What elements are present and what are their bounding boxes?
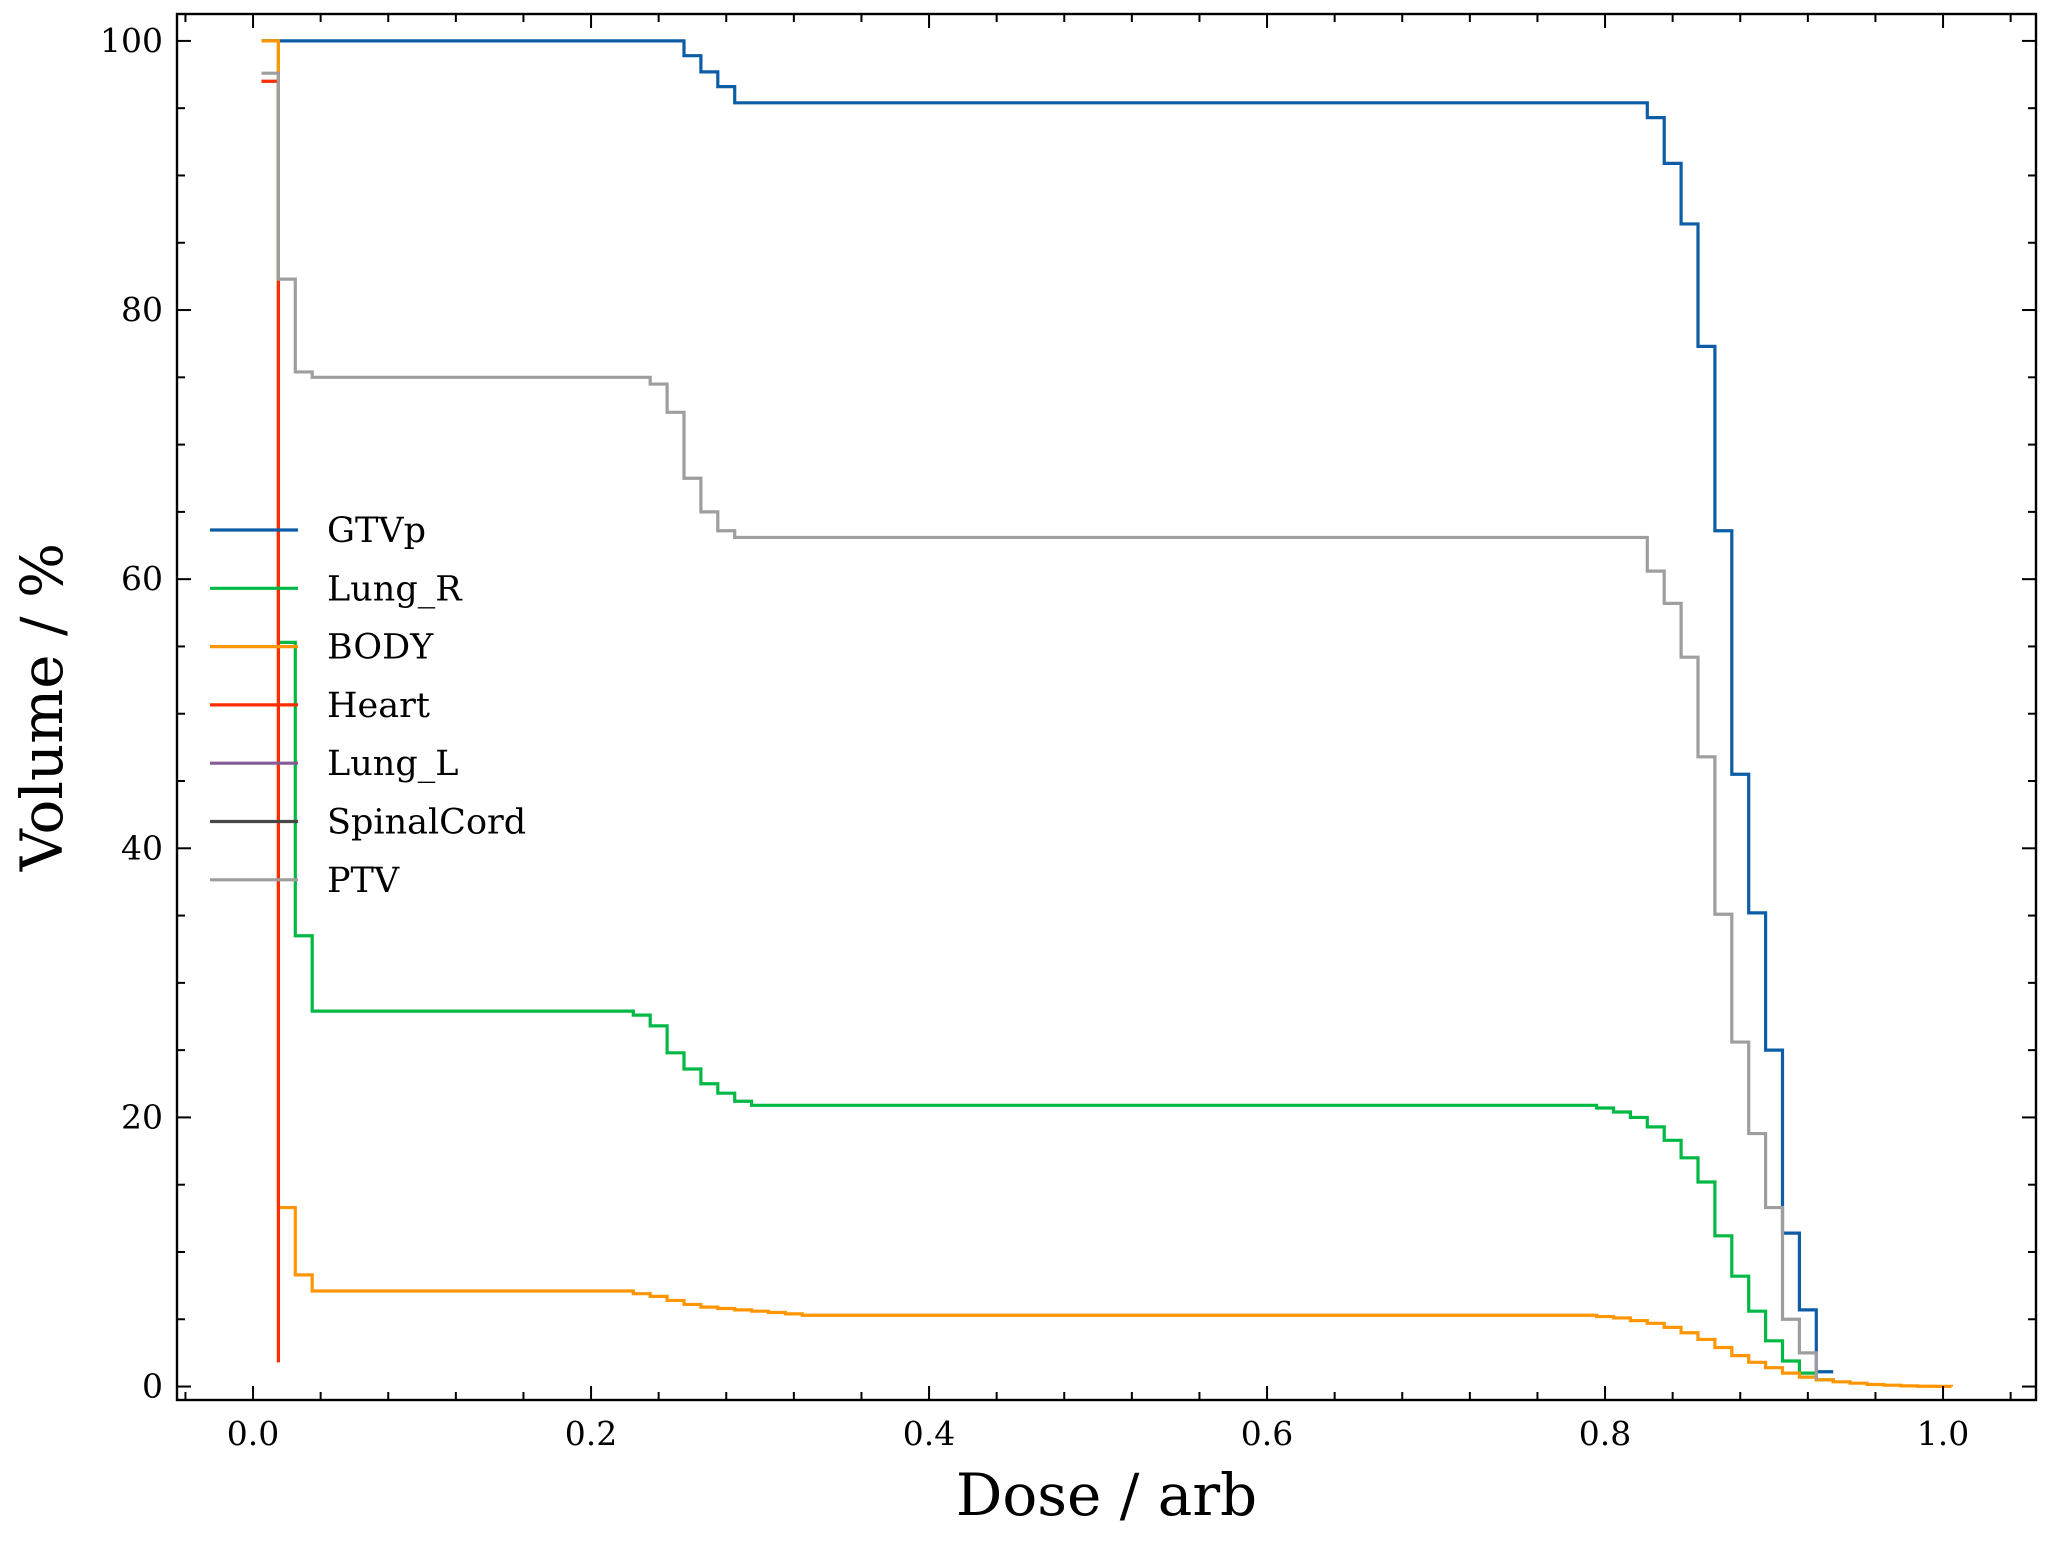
legend: GTVp Lung_R BODY Heart Lung_L SpinalCord PTV: [210, 511, 526, 901]
series-line-ptv: [261, 71, 1818, 1380]
y-tick-label: 100: [100, 21, 163, 60]
x-tick-label: 0.0: [227, 1414, 279, 1453]
y-tick-label: 80: [121, 290, 163, 329]
legend-label-gtvp: GTVp: [327, 511, 426, 551]
x-tick-label: 0.2: [565, 1414, 617, 1453]
x-tick-label: 0.8: [1579, 1414, 1631, 1453]
x-axis-label: Dose / arb: [956, 1461, 1257, 1529]
x-tick-label: 1.0: [1917, 1414, 1969, 1453]
series-line-lung-r: [261, 39, 1835, 1383]
legend-label-lung-l: Lung_L: [327, 744, 458, 784]
plot-series-group: [261, 39, 1954, 1389]
tick-labels-group: 0.0 0.2 0.4 0.6 0.8 1.0 0 20 40 60 80 100: [100, 21, 1969, 1453]
y-tick-label: 0: [142, 1367, 163, 1406]
legend-label-lung-r: Lung_R: [327, 569, 463, 609]
series-line-body: [261, 39, 1954, 1389]
axis-ticks-group: [177, 14, 2036, 1400]
x-tick-label: 0.6: [1241, 1414, 1293, 1453]
y-tick-label: 20: [121, 1097, 163, 1136]
legend-label-heart: Heart: [327, 686, 430, 726]
plot-frame: [175, 12, 2038, 1402]
legend-label-ptv: PTV: [327, 861, 400, 901]
x-tick-label: 0.4: [903, 1414, 955, 1453]
y-tick-label: 60: [121, 559, 163, 598]
legend-label-spinalcord: SpinalCord: [327, 803, 526, 843]
legend-label-body: BODY: [327, 628, 434, 668]
series-line-gtvp: [261, 39, 1834, 1374]
y-axis-label: Volume / %: [8, 543, 76, 872]
y-tick-label: 40: [121, 828, 163, 867]
